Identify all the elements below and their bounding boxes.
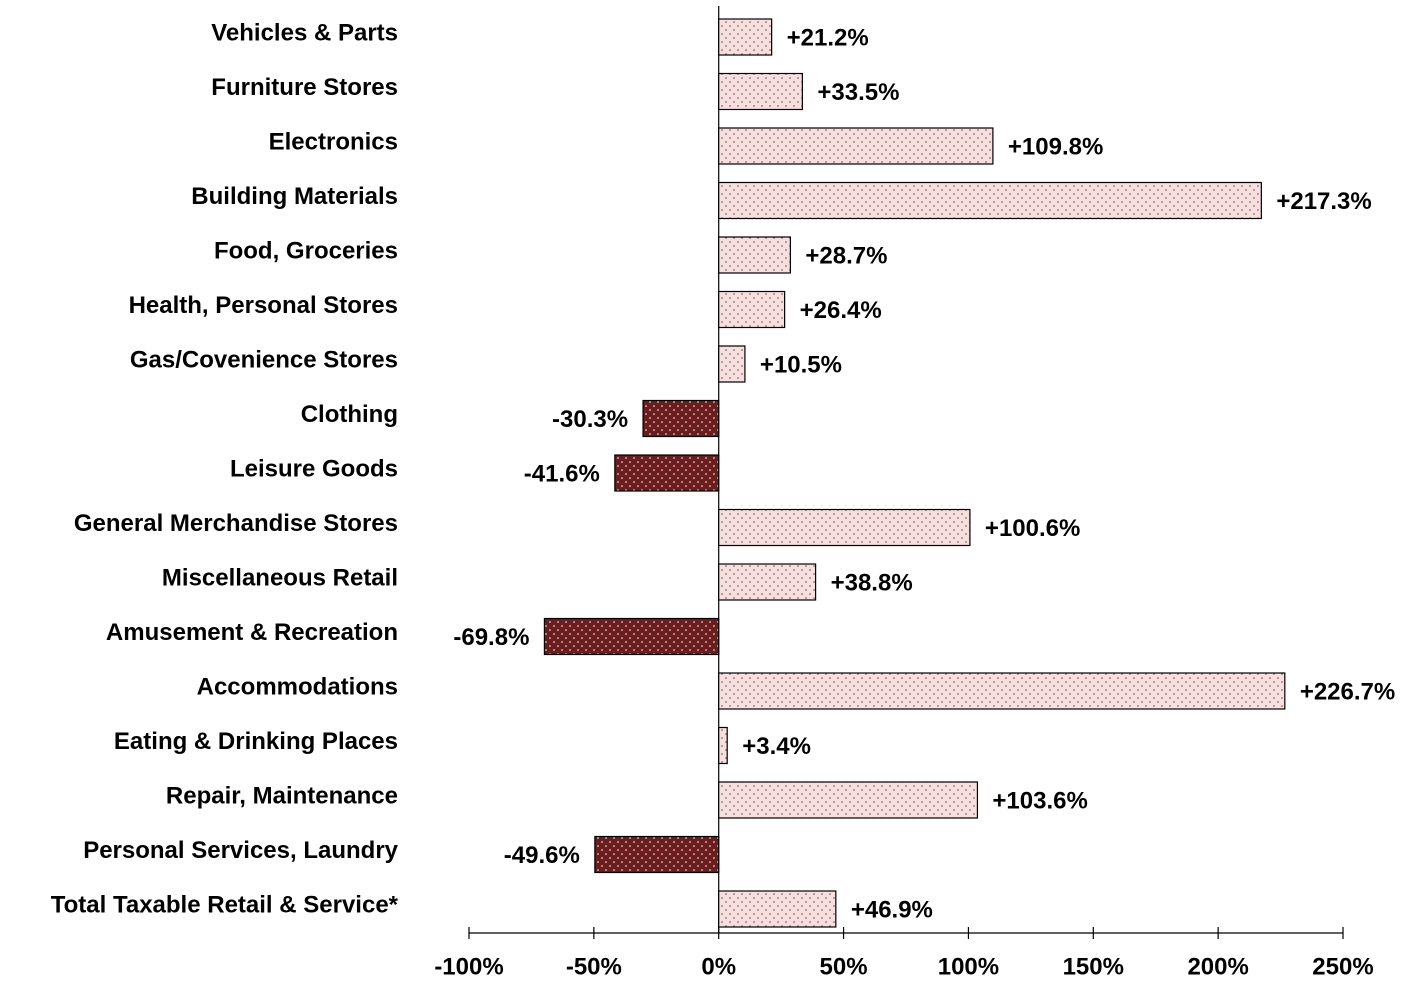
bar <box>718 508 971 547</box>
category-label: Food, Groceries <box>214 237 398 264</box>
bar <box>718 236 791 274</box>
category-label: Eating & Drinking Places <box>114 728 398 755</box>
value-label: -30.3% <box>552 406 628 433</box>
bar <box>718 781 979 819</box>
category-label: Vehicles & Parts <box>211 19 398 46</box>
category-label: Personal Services, Laundry <box>83 837 398 864</box>
category-label: Miscellaneous Retail <box>162 564 398 591</box>
category-label: Health, Personal Stores <box>129 292 398 319</box>
category-label: Amusement & Recreation <box>106 619 398 646</box>
bar <box>718 181 1262 220</box>
value-label: +28.7% <box>805 242 887 269</box>
bar <box>718 290 786 329</box>
bar <box>543 617 720 656</box>
bar <box>614 454 720 492</box>
category-label: Building Materials <box>191 183 398 210</box>
x-tick-label: -50% <box>566 953 622 980</box>
x-tick-label: 50% <box>820 953 868 980</box>
value-label: +217.3% <box>1276 188 1371 215</box>
value-label: +46.9% <box>851 896 933 923</box>
value-label: +21.2% <box>787 24 869 51</box>
value-label: -41.6% <box>524 460 600 487</box>
value-label: -69.8% <box>453 624 529 651</box>
category-label: Clothing <box>301 401 398 428</box>
value-label: -49.6% <box>504 842 580 869</box>
category-label: Total Taxable Retail & Service* <box>51 891 399 918</box>
x-tick-label: 250% <box>1312 953 1373 980</box>
value-label: +226.7% <box>1300 678 1395 705</box>
bar <box>718 672 1286 710</box>
value-label: +33.5% <box>817 79 899 106</box>
value-label: +3.4% <box>742 733 811 760</box>
bar <box>718 72 803 111</box>
x-tick-label: 0% <box>701 953 736 980</box>
bar <box>718 18 773 56</box>
bar <box>642 399 720 438</box>
bar <box>718 563 817 601</box>
bar <box>718 726 728 765</box>
category-label: Electronics <box>269 128 398 155</box>
bar <box>718 890 837 928</box>
bar <box>718 345 746 383</box>
bar <box>718 127 994 165</box>
value-label: +103.6% <box>992 787 1087 814</box>
value-label: +100.6% <box>985 515 1080 542</box>
category-label: Furniture Stores <box>211 74 398 101</box>
value-label: +26.4% <box>800 297 882 324</box>
x-tick-label: 100% <box>938 953 999 980</box>
value-label: +38.8% <box>831 569 913 596</box>
x-tick-label: 150% <box>1063 953 1124 980</box>
x-tick-label: -100% <box>434 953 503 980</box>
value-label: +10.5% <box>760 351 842 378</box>
x-tick-label: 200% <box>1187 953 1248 980</box>
category-label: Accommodations <box>197 673 398 700</box>
category-label: Repair, Maintenance <box>166 782 398 809</box>
category-label: Gas/Covenience Stores <box>130 346 398 373</box>
category-label: General Merchandise Stores <box>74 510 398 537</box>
bar <box>594 835 720 874</box>
category-label: Leisure Goods <box>230 455 398 482</box>
value-label: +109.8% <box>1008 133 1103 160</box>
